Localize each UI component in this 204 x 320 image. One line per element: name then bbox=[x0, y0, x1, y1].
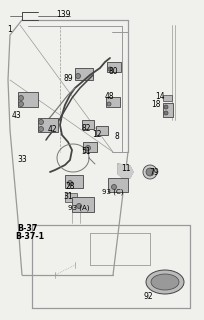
Bar bbox=[75, 68, 93, 80]
Bar bbox=[95, 126, 108, 135]
Circle shape bbox=[18, 95, 23, 100]
Text: B-37: B-37 bbox=[17, 224, 38, 233]
Bar bbox=[18, 92, 38, 107]
Text: 18: 18 bbox=[151, 100, 160, 109]
Bar bbox=[162, 103, 172, 117]
Circle shape bbox=[85, 146, 90, 150]
Bar bbox=[38, 118, 58, 132]
Text: 42: 42 bbox=[47, 125, 57, 134]
Bar bbox=[65, 175, 83, 188]
Text: 82: 82 bbox=[82, 124, 91, 133]
Text: 1: 1 bbox=[7, 25, 12, 34]
Text: 28: 28 bbox=[65, 182, 75, 191]
Text: 93 (C): 93 (C) bbox=[102, 189, 123, 195]
Text: 89: 89 bbox=[63, 74, 73, 83]
Text: 8: 8 bbox=[114, 132, 119, 140]
Text: 48: 48 bbox=[104, 92, 114, 100]
Ellipse shape bbox=[150, 274, 178, 290]
Circle shape bbox=[38, 119, 43, 124]
Text: 31: 31 bbox=[63, 192, 73, 201]
Circle shape bbox=[38, 126, 43, 132]
Circle shape bbox=[75, 74, 80, 78]
Bar bbox=[72, 197, 94, 212]
Bar bbox=[108, 178, 127, 192]
Text: 14: 14 bbox=[154, 92, 164, 100]
Bar bbox=[82, 120, 94, 129]
Text: 51: 51 bbox=[81, 147, 90, 156]
Circle shape bbox=[106, 102, 110, 106]
Text: B-37-1: B-37-1 bbox=[15, 232, 44, 241]
Text: 43: 43 bbox=[11, 111, 21, 120]
Circle shape bbox=[111, 185, 116, 189]
Text: 93 (A): 93 (A) bbox=[67, 205, 89, 211]
Circle shape bbox=[145, 168, 153, 176]
Circle shape bbox=[163, 111, 167, 115]
Circle shape bbox=[76, 204, 81, 209]
Text: 11: 11 bbox=[120, 164, 130, 172]
Polygon shape bbox=[118, 164, 132, 179]
Text: 79: 79 bbox=[149, 168, 159, 177]
Circle shape bbox=[18, 101, 23, 107]
Circle shape bbox=[142, 165, 156, 179]
Circle shape bbox=[67, 180, 72, 186]
Bar bbox=[83, 142, 96, 152]
Ellipse shape bbox=[145, 270, 183, 294]
Circle shape bbox=[108, 67, 111, 71]
Text: 92: 92 bbox=[143, 292, 152, 301]
Bar bbox=[105, 97, 119, 107]
Bar bbox=[65, 193, 77, 202]
Text: 33: 33 bbox=[17, 155, 27, 164]
Circle shape bbox=[163, 105, 167, 109]
Text: 139: 139 bbox=[56, 10, 71, 19]
Bar bbox=[162, 95, 171, 101]
Text: 12: 12 bbox=[92, 130, 101, 139]
Bar bbox=[106, 62, 120, 72]
Text: 80: 80 bbox=[108, 67, 118, 76]
